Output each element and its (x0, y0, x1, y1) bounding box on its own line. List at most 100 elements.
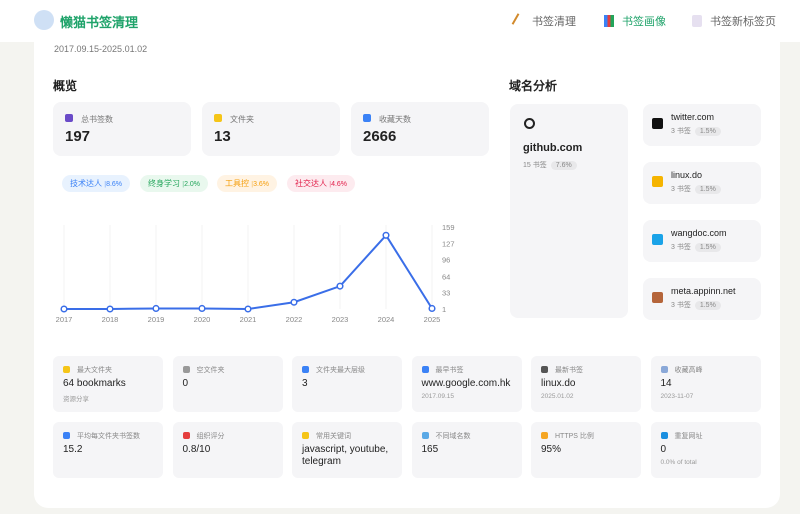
domain-name: twitter.com (671, 112, 715, 122)
tag-pct: 3.6% (253, 181, 270, 188)
nav-label: 书签清理 (532, 16, 576, 28)
top-domain-pct: 7.6% (550, 161, 577, 170)
metric-label: 平均每文件夹书签数 (77, 433, 140, 440)
metric-label: 收藏高峰 (674, 367, 703, 374)
y-tick-label: 33 (442, 288, 450, 297)
metric-card: HTTPS 比例 95% (531, 422, 641, 478)
tag-label: 工具控 (225, 179, 249, 188)
calendar-icon (363, 114, 371, 122)
metric-sub: 2025.01.02 (541, 393, 574, 400)
books-icon (65, 114, 73, 122)
bar-chart-icon (604, 15, 614, 27)
metric-value: 95% (541, 444, 562, 455)
stat-card: 收藏天数 2666 (351, 102, 489, 156)
data-point[interactable] (290, 298, 298, 306)
x-tick-label: 2020 (194, 315, 211, 324)
tag-pct: 8.6% (106, 181, 123, 188)
metric-card: 空文件夹 0 (172, 356, 283, 412)
chart-up-icon (660, 366, 668, 373)
metric-label: 空文件夹 (196, 367, 225, 374)
domain-card[interactable]: meta.appinn.net 3 书签 1.5% (643, 278, 761, 320)
data-point[interactable] (198, 304, 206, 313)
stat-value: 197 (65, 128, 91, 145)
metric-sub: 2023-11-07 (660, 393, 694, 400)
domain-count: 3 书签 (671, 302, 691, 309)
tag-icon (302, 432, 309, 439)
domain-pct: 1.5% (694, 243, 721, 252)
domain-card[interactable]: wangdoc.com 3 书签 1.5% (643, 220, 761, 262)
stat-label: 收藏天数 (379, 115, 411, 124)
metric-sub: 0.0% of total (660, 459, 697, 466)
stat-label: 总书签数 (81, 115, 113, 124)
domain-name: meta.appinn.net (671, 286, 736, 296)
metric-card: 最大文件夹 64 bookmarks 资源分享 (53, 356, 163, 412)
metric-card: 组织评分 0.8/10 (172, 422, 283, 478)
data-point[interactable] (428, 304, 436, 313)
top-domain-count: 15 书签 (523, 162, 547, 169)
metric-value: 64 bookmarks (63, 378, 126, 389)
domain-pct: 1.5% (694, 127, 721, 136)
persona-tag: 技术达人 |8.6% (62, 175, 131, 192)
top-domain-name: github.com (523, 142, 583, 154)
metric-value: 0.8/10 (182, 444, 211, 455)
calendar-icon (421, 366, 429, 373)
metric-label: HTTPS 比例 (555, 433, 594, 440)
metric-label: 常用关键词 (316, 433, 351, 440)
tag-label: 技术达人 (70, 179, 102, 188)
bar-chart-icon (63, 432, 70, 439)
metric-value: 165 (421, 444, 439, 455)
metric-value: 0 (660, 444, 667, 455)
data-point[interactable] (382, 231, 390, 239)
tag-label: 社交达人 (295, 179, 327, 188)
metric-card: 文件夹最大层级 3 (292, 356, 402, 412)
brand-title[interactable]: 懒猫书签清理 (60, 15, 139, 30)
globe-icon (421, 432, 429, 439)
top-domain-card[interactable]: github.com 15 书签 7.6% (510, 104, 628, 318)
tag-pct: 4.6% (331, 181, 348, 188)
domain-title: 域名分析 (509, 79, 558, 93)
data-point[interactable] (106, 305, 114, 313)
x-tick-label: 2024 (378, 315, 395, 324)
top-domain-stats: 15 书签 7.6% (523, 160, 577, 170)
domain-pct: 1.5% (694, 301, 721, 310)
metric-value: 15.2 (63, 444, 83, 455)
nav-label: 书签新标签页 (710, 16, 776, 28)
stat-card: 文件夹 13 (202, 102, 340, 156)
domain-name: wangdoc.com (671, 228, 727, 238)
domain-card[interactable]: linux.do 3 书签 1.5% (643, 162, 761, 204)
data-point[interactable] (336, 282, 344, 290)
stat-value: 13 (214, 128, 231, 145)
github-icon (524, 118, 535, 129)
tag-label: 终身学习 (148, 179, 180, 188)
metric-label: 最大文件夹 (77, 367, 112, 374)
trash-icon (182, 366, 190, 373)
bar-chart-icon (302, 366, 309, 373)
data-point[interactable] (60, 305, 68, 313)
metric-sub: 资源分享 (63, 396, 89, 403)
domain-count: 3 书签 (671, 244, 691, 251)
linuxdo-logo-icon (652, 176, 663, 187)
x-logo-icon (652, 118, 663, 129)
metric-card: 重复网址 0 0.0% of total (650, 422, 761, 478)
persona-tag: 社交达人 |4.6% (287, 175, 356, 192)
page-icon (692, 15, 702, 27)
x-tick-label: 2018 (102, 315, 119, 324)
data-point[interactable] (244, 305, 252, 313)
metric-label: 文件夹最大层级 (316, 367, 365, 374)
domain-card[interactable]: twitter.com 3 书签 1.5% (643, 104, 761, 146)
nav-new-tab[interactable]: 书签新标签页 (692, 13, 776, 29)
y-tick-label: 1 (442, 305, 446, 314)
metric-card: 最早书签 www.google.com.hk 2017.09.15 (411, 356, 522, 412)
metric-label: 最早书签 (435, 367, 464, 374)
stat-card: 总书签数 197 (53, 102, 191, 156)
nav-bookmark-profile[interactable]: 书签画像 (604, 13, 666, 29)
metric-value: www.google.com.hk (421, 378, 511, 389)
data-point[interactable] (152, 304, 160, 313)
fish-logo-icon (652, 292, 663, 303)
clock-icon (541, 366, 548, 373)
nav-bookmark-clean[interactable]: 书签清理 (511, 13, 576, 29)
x-tick-label: 2025 (424, 315, 441, 324)
stat-value: 2666 (363, 128, 397, 145)
y-tick-label: 64 (442, 272, 450, 281)
lock-icon (541, 432, 548, 439)
